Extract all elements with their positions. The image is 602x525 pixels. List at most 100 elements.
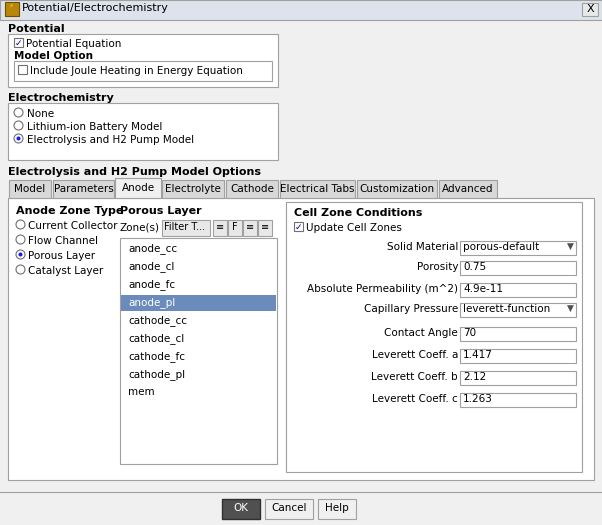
Text: Potential: Potential [8,24,64,34]
Text: Help: Help [325,503,349,513]
Bar [162,220,210,236]
Text: Electrochemistry: Electrochemistry [8,93,114,103]
Bar [222,499,260,519]
Bar [460,283,576,297]
Text: anode_cl: anode_cl [128,261,175,272]
Bar [294,222,303,231]
Text: Include Joule Heating in Energy Equation: Include Joule Heating in Energy Equation [30,66,243,76]
Text: ⚡: ⚡ [8,3,13,8]
Bar [8,103,278,160]
Bar [460,303,576,317]
Bar [5,2,19,16]
Text: Model: Model [14,184,46,194]
Text: Anode Zone Type: Anode Zone Type [16,206,123,216]
Text: Electrolyte: Electrolyte [165,184,221,194]
Text: Current Collector: Current Collector [28,221,117,231]
Bar [9,180,51,198]
Bar [53,180,114,198]
Text: Lithium-ion Battery Model: Lithium-ion Battery Model [27,122,163,132]
Text: ≡: ≡ [261,222,269,232]
Circle shape [14,121,23,130]
Text: ▼: ▼ [567,242,574,251]
Bar [258,220,272,236]
Circle shape [16,265,25,274]
Bar [18,65,27,74]
Text: Filter T...: Filter T... [164,222,205,232]
Text: porous-default: porous-default [463,242,539,252]
Text: ≡: ≡ [216,222,224,232]
Bar [286,202,582,472]
Text: Model Option: Model Option [14,51,93,61]
Bar [460,261,576,275]
Text: Update Cell Zones: Update Cell Zones [306,223,402,233]
Bar [120,238,277,464]
Text: Zone(s): Zone(s) [120,222,160,232]
Circle shape [16,250,25,259]
Text: Porous Layer: Porous Layer [120,206,202,216]
Bar [460,349,576,363]
Text: ▼: ▼ [567,304,574,313]
Text: OK: OK [234,503,249,513]
Text: Cancel: Cancel [272,503,307,513]
Bar [357,180,437,198]
Text: Porosity: Porosity [417,262,458,272]
Text: anode_fc: anode_fc [128,279,175,290]
Circle shape [19,253,22,257]
Bar [439,180,497,198]
Text: Porous Layer: Porous Layer [28,251,95,261]
Text: Electrolysis and H2 Pump Model Options: Electrolysis and H2 Pump Model Options [8,167,261,177]
Bar [115,178,161,198]
Text: Leverett Coeff. b: Leverett Coeff. b [371,372,458,382]
Text: Electrical Tabs: Electrical Tabs [281,184,355,194]
Bar [318,499,356,519]
Text: Parameters: Parameters [54,184,113,194]
Bar [8,198,594,480]
Text: Potential/Electrochemistry: Potential/Electrochemistry [22,3,169,13]
Bar [228,220,242,236]
Text: cathode_fc: cathode_fc [128,351,185,362]
Text: Customization: Customization [359,184,435,194]
Text: Leverett Coeff. a: Leverett Coeff. a [371,350,458,360]
Text: Flow Channel: Flow Channel [28,236,98,246]
Text: Catalyst Layer: Catalyst Layer [28,266,104,276]
Circle shape [14,134,23,143]
Bar [14,38,23,47]
Text: Advanced: Advanced [442,184,494,194]
Bar [162,180,224,198]
Text: Capillary Pressure: Capillary Pressure [364,304,458,314]
Text: cathode_pl: cathode_pl [128,369,185,380]
Text: 4.9e-11: 4.9e-11 [463,284,503,294]
Bar [213,220,227,236]
Text: F: F [232,222,238,232]
Text: Potential Equation: Potential Equation [26,39,122,49]
Text: Cell Zone Conditions: Cell Zone Conditions [294,208,423,218]
Bar [582,3,598,16]
Bar [265,499,313,519]
Bar [460,327,576,341]
Text: Leverett Coeff. c: Leverett Coeff. c [372,394,458,404]
Bar [280,180,355,198]
Circle shape [16,235,25,244]
Text: Absolute Permeability (m^2): Absolute Permeability (m^2) [307,284,458,294]
Bar [0,0,602,20]
Text: 70: 70 [463,328,476,338]
Text: leverett-function: leverett-function [463,304,550,314]
Bar [8,34,278,87]
Bar [14,61,272,81]
Circle shape [16,136,20,141]
Text: 0.75: 0.75 [463,262,486,272]
Text: 1.417: 1.417 [463,350,493,360]
Text: cathode_cc: cathode_cc [128,315,187,326]
Text: 2.12: 2.12 [463,372,486,382]
Bar [460,371,576,385]
Text: Solid Material: Solid Material [386,242,458,252]
Circle shape [16,220,25,229]
Circle shape [14,108,23,117]
Bar [243,220,257,236]
Text: X: X [586,4,594,14]
Text: Anode: Anode [122,183,155,193]
Bar [460,241,576,255]
Bar [460,393,576,407]
Text: cathode_cl: cathode_cl [128,333,184,344]
Text: Cathode: Cathode [230,184,274,194]
